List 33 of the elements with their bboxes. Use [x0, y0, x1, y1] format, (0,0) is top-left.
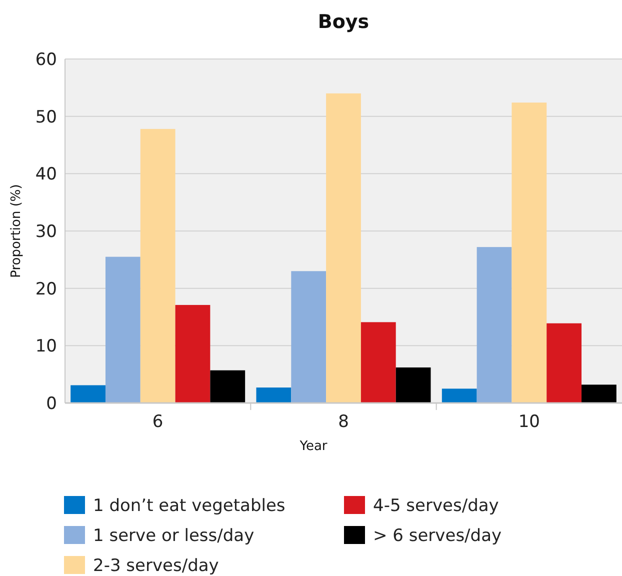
x-tick-label: 6: [152, 412, 164, 432]
bar: [546, 323, 582, 403]
legend-label: > 6 serves/day: [373, 526, 502, 546]
bar: [476, 247, 512, 403]
bar: [256, 388, 292, 403]
y-tick-label: 0: [46, 394, 57, 414]
bar: [175, 304, 210, 403]
bar: [326, 93, 361, 403]
bar: [396, 367, 431, 403]
y-tick-label: 40: [35, 164, 57, 185]
bar: [442, 388, 477, 403]
y-tick-label: 60: [35, 50, 57, 70]
legend-label: 1 don’t eat vegetables: [93, 496, 286, 516]
bar: [291, 271, 326, 403]
legend-label: 4-5 serves/day: [373, 496, 499, 516]
bar: [512, 102, 547, 403]
bar: [582, 384, 616, 403]
bar: [210, 370, 246, 403]
y-tick-label: 20: [35, 279, 57, 300]
y-axis-title: Proportion (%): [9, 184, 24, 278]
y-tick-label: 10: [35, 336, 57, 357]
y-tick-label: 30: [35, 222, 57, 242]
x-axis-title: Year: [298, 439, 328, 454]
bar: [360, 322, 396, 403]
chart-title: Boys: [318, 11, 370, 33]
x-tick-label: 8: [338, 412, 349, 432]
y-tick-label: 50: [35, 107, 57, 128]
bar: [140, 128, 176, 403]
bar: [70, 385, 106, 403]
legend-label: 2-3 serves/day: [93, 556, 219, 576]
x-tick-label: 10: [518, 412, 540, 432]
bar: [105, 256, 140, 403]
legend-label: 1 serve or less/day: [93, 526, 254, 546]
